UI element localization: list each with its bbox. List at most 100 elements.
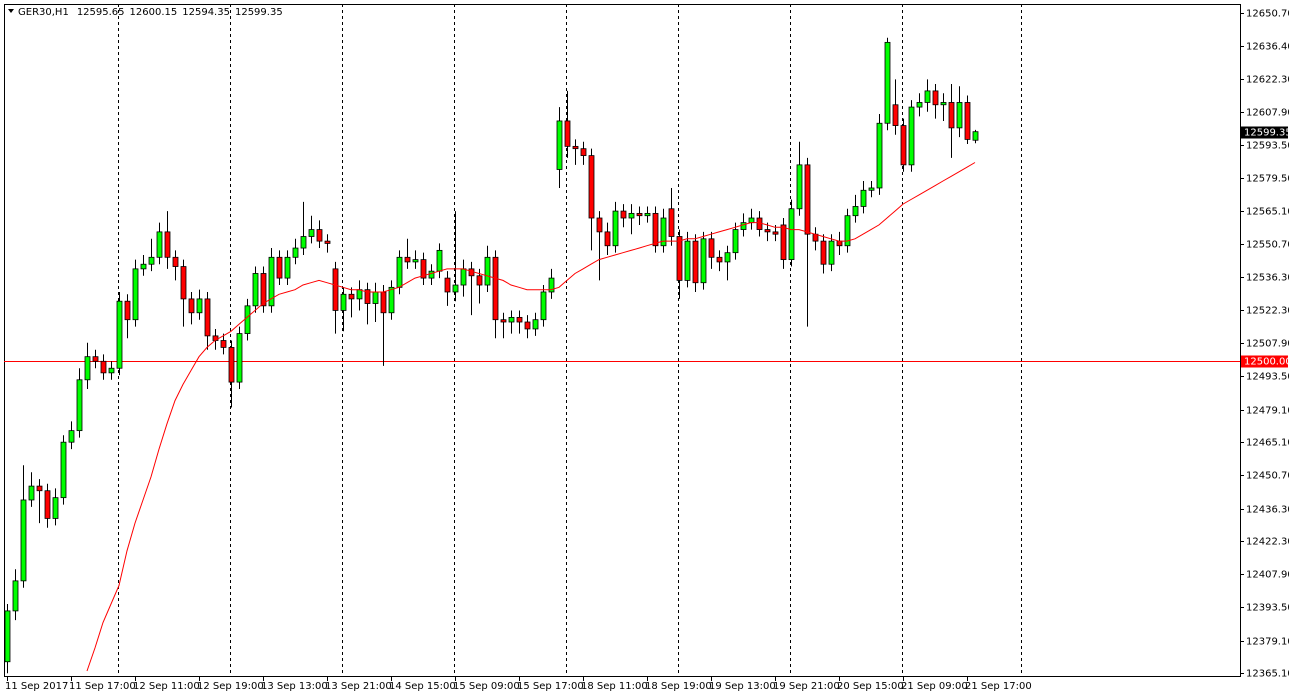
candle-body — [796, 164, 803, 210]
x-tick-label: 21 Sep 17:00 — [965, 681, 1032, 692]
candle-body — [548, 277, 555, 293]
candle-body — [412, 259, 419, 263]
candle-body — [852, 206, 859, 217]
candle-body — [20, 499, 27, 582]
candle-body — [284, 256, 291, 279]
candle-body — [860, 189, 867, 207]
candle-body — [180, 266, 187, 300]
candle-body — [156, 231, 163, 258]
candle-body — [348, 293, 355, 300]
candle-body — [500, 319, 507, 323]
header-high: 12600.15 — [130, 7, 178, 18]
candle-body — [660, 217, 667, 247]
x-tick-label: 15 Sep 09:00 — [453, 681, 520, 692]
candle-body — [228, 347, 235, 383]
candle-body — [244, 305, 251, 334]
candle-body — [668, 208, 675, 237]
level-label-box — [1241, 355, 1288, 368]
x-tick-label: 12 Sep 19:00 — [197, 681, 264, 692]
candle-body — [780, 224, 787, 261]
y-tick-label: 12522.30 — [1246, 306, 1289, 317]
candle-body — [892, 104, 899, 126]
y-tick-label: 12365.10 — [1246, 669, 1289, 680]
candle-body — [196, 298, 203, 314]
symbol: GER30,H1 — [18, 7, 69, 18]
candle-body — [932, 90, 939, 106]
candle-body — [84, 356, 91, 381]
candle-body — [684, 240, 691, 281]
candle-body — [276, 256, 283, 279]
candle-body — [868, 187, 875, 191]
candle-body — [372, 291, 379, 304]
candle-body — [140, 263, 147, 270]
candle-body — [956, 102, 963, 129]
plot-frame — [4, 4, 1241, 677]
y-tick-label: 12622.30 — [1246, 75, 1289, 86]
y-tick-label: 12379.10 — [1246, 637, 1289, 648]
candle-body — [644, 212, 651, 217]
candle-body — [492, 256, 499, 321]
y-tick-label: 12607.90 — [1246, 108, 1289, 119]
candle-body — [772, 231, 779, 235]
candle-body — [52, 497, 59, 519]
y-tick-label: 12436.30 — [1246, 505, 1289, 516]
candle-body — [436, 249, 443, 272]
candle-body — [628, 212, 635, 219]
candle-body — [940, 102, 947, 106]
candle-body — [356, 289, 363, 300]
candle-body — [380, 291, 387, 314]
y-tick-label: 12465.10 — [1246, 438, 1289, 449]
candle-body — [44, 490, 51, 519]
candle-body — [908, 106, 915, 166]
candle-body — [828, 240, 835, 265]
candle-body — [148, 256, 155, 265]
y-tick-label: 12579.50 — [1246, 174, 1289, 185]
candle-body — [388, 286, 395, 314]
y-tick-label: 12393.50 — [1246, 603, 1289, 614]
x-tick-label: 11 Sep 17:00 — [69, 681, 136, 692]
candle-body — [604, 231, 611, 247]
candle-body — [476, 275, 483, 286]
x-tick-label: 14 Sep 15:00 — [389, 681, 456, 692]
y-tick-label: 12507.90 — [1246, 339, 1289, 350]
candle-body — [916, 102, 923, 108]
candle-body — [300, 236, 307, 249]
y-tick-label: 12565.10 — [1246, 207, 1289, 218]
candle-body — [740, 222, 747, 230]
candle-body — [164, 231, 171, 258]
candle-body — [724, 252, 731, 263]
header-low: 12594.35 — [182, 7, 230, 18]
x-tick-label: 11 Sep 2017 — [5, 681, 68, 692]
candle-body — [692, 240, 699, 284]
x-tick-label: 18 Sep 19:00 — [645, 681, 712, 692]
candle-body — [700, 238, 707, 284]
candle-body — [804, 164, 811, 235]
x-tick-label: 13 Sep 13:00 — [261, 681, 328, 692]
candle-body — [652, 212, 659, 247]
candle-body — [884, 41, 891, 124]
candle-body — [132, 268, 139, 321]
candle-body — [708, 238, 715, 258]
y-tick-label: 12479.10 — [1246, 406, 1289, 417]
x-tick-label: 21 Sep 09:00 — [901, 681, 968, 692]
x-tick-label: 20 Sep 15:00 — [837, 681, 904, 692]
candle-body — [292, 247, 299, 258]
candle-body — [444, 277, 451, 293]
candle-body — [460, 268, 467, 286]
candle-body — [364, 289, 371, 304]
x-tick-label: 12 Sep 11:00 — [133, 681, 200, 692]
candle-body — [732, 229, 739, 254]
y-tick-label: 12493.50 — [1246, 372, 1289, 383]
candle-body — [404, 256, 411, 263]
price-label-box — [1241, 126, 1288, 139]
y-tick-label: 12407.90 — [1246, 570, 1289, 581]
x-tick-label: 13 Sep 21:00 — [325, 681, 392, 692]
candle-body — [556, 120, 563, 170]
moving-average — [86, 162, 976, 672]
candle-body — [764, 229, 771, 233]
candle-body — [108, 367, 115, 374]
candle-body — [580, 148, 587, 157]
y-tick-label: 12536.30 — [1246, 273, 1289, 284]
candle-body — [452, 284, 459, 293]
